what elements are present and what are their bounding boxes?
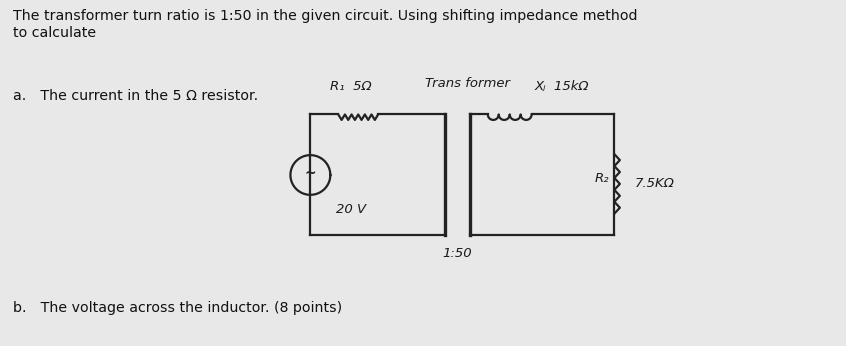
Text: b. The voltage across the inductor. (8 points): b. The voltage across the inductor. (8 p… (14, 301, 343, 315)
Text: ~: ~ (305, 167, 316, 181)
Text: The transformer turn ratio is 1:50 in the given circuit. Using shifting impedanc: The transformer turn ratio is 1:50 in th… (14, 9, 638, 39)
Text: Trans former: Trans former (425, 77, 510, 90)
Text: R₁  5Ω: R₁ 5Ω (330, 80, 372, 93)
Text: 20 V: 20 V (337, 203, 366, 216)
Text: R₂: R₂ (595, 172, 609, 185)
Text: a. The current in the 5 Ω resistor.: a. The current in the 5 Ω resistor. (14, 89, 259, 103)
Text: 7.5KΩ: 7.5KΩ (634, 177, 674, 190)
Text: Xⱼ  15kΩ: Xⱼ 15kΩ (535, 80, 589, 93)
Text: 1:50: 1:50 (442, 247, 472, 261)
